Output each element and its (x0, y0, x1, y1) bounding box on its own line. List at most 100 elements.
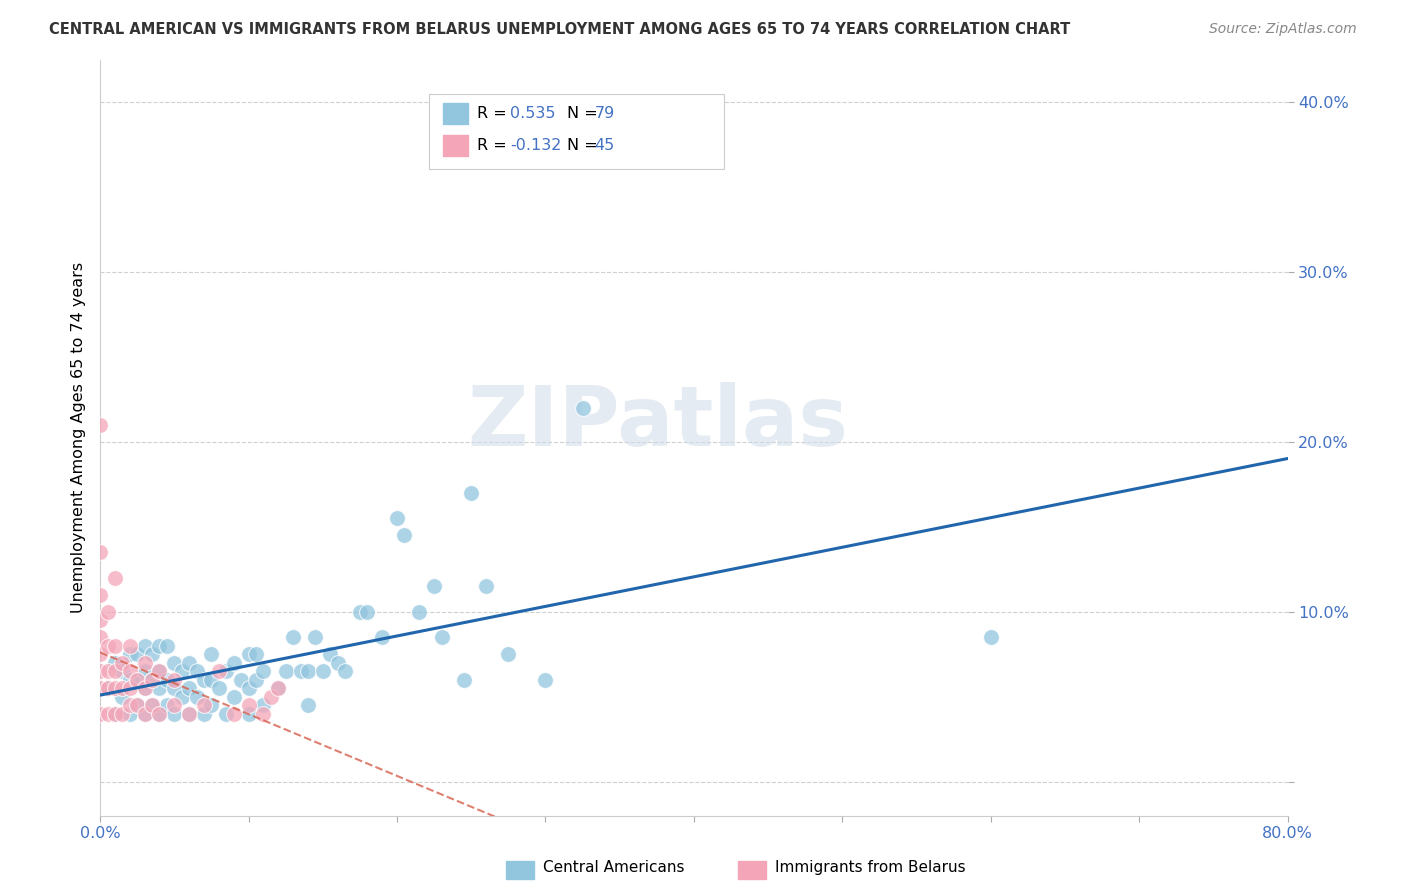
Point (141, 698, 163, 713)
Point (111, 656, 134, 670)
Point (170, 665, 193, 679)
Text: R =: R = (477, 106, 512, 120)
Point (274, 665, 297, 679)
Point (104, 665, 127, 679)
Point (118, 673, 141, 687)
Point (208, 665, 231, 679)
Point (156, 698, 179, 713)
Point (297, 698, 319, 713)
Point (134, 639, 156, 653)
Point (179, 706, 201, 721)
Point (186, 665, 208, 679)
Point (498, 648, 520, 662)
Point (200, 648, 222, 662)
Text: Source: ZipAtlas.com: Source: ZipAtlas.com (1209, 22, 1357, 37)
Point (326, 656, 349, 670)
Point (252, 698, 274, 713)
Point (252, 665, 274, 679)
Point (89, 614, 111, 628)
Point (104, 706, 127, 721)
Point (356, 605, 378, 619)
Point (980, 631, 1002, 645)
Point (104, 706, 127, 721)
Point (96, 681, 118, 696)
Point (148, 639, 170, 653)
Point (134, 665, 156, 679)
Point (186, 690, 208, 704)
Point (111, 681, 134, 696)
Point (163, 673, 186, 687)
Text: 0.535: 0.535 (510, 106, 555, 120)
Point (319, 648, 342, 662)
Point (163, 706, 186, 721)
Point (148, 706, 170, 721)
Point (127, 648, 149, 662)
Point (89, 648, 111, 662)
Point (385, 511, 408, 525)
Text: CENTRAL AMERICAN VS IMMIGRANTS FROM BELARUS UNEMPLOYMENT AMONG AGES 65 TO 74 YEA: CENTRAL AMERICAN VS IMMIGRANTS FROM BELA… (49, 22, 1070, 37)
Point (111, 690, 134, 704)
Point (118, 665, 141, 679)
Text: N =: N = (567, 106, 603, 120)
Point (141, 698, 163, 713)
Text: ZIPatlas: ZIPatlas (468, 382, 849, 463)
Point (96, 605, 118, 619)
Point (215, 706, 238, 721)
Point (534, 673, 557, 687)
Text: Central Americans: Central Americans (543, 860, 685, 874)
Point (163, 681, 186, 696)
Point (571, 401, 593, 415)
Point (134, 681, 156, 696)
Point (163, 656, 186, 670)
Point (141, 673, 163, 687)
Point (134, 656, 156, 670)
Text: R =: R = (477, 138, 512, 153)
Point (267, 681, 290, 696)
Point (104, 681, 127, 696)
Point (371, 631, 394, 645)
Point (118, 639, 141, 653)
Point (408, 605, 430, 619)
Point (312, 665, 335, 679)
Point (148, 665, 170, 679)
Point (127, 673, 149, 687)
Point (475, 579, 498, 593)
Point (89, 681, 111, 696)
Point (141, 673, 163, 687)
Point (104, 639, 127, 653)
Point (245, 673, 267, 687)
Point (349, 605, 371, 619)
Point (89, 588, 111, 602)
Point (127, 673, 149, 687)
Text: Immigrants from Belarus: Immigrants from Belarus (775, 860, 966, 874)
Point (297, 665, 319, 679)
Point (222, 690, 245, 704)
Text: 45: 45 (595, 138, 614, 153)
Point (89, 417, 111, 432)
Point (267, 681, 290, 696)
Point (245, 648, 267, 662)
Point (148, 681, 170, 696)
Point (148, 706, 170, 721)
Point (156, 673, 179, 687)
Point (156, 639, 179, 653)
Point (89, 665, 111, 679)
Point (111, 665, 134, 679)
Point (193, 706, 215, 721)
Point (260, 690, 283, 704)
Point (252, 706, 274, 721)
Point (423, 579, 446, 593)
Point (193, 698, 215, 713)
Point (118, 698, 141, 713)
Point (96, 665, 118, 679)
Point (104, 656, 127, 670)
Point (118, 648, 141, 662)
Point (453, 673, 475, 687)
Point (118, 681, 141, 696)
Point (304, 631, 326, 645)
Point (333, 665, 356, 679)
Point (134, 706, 156, 721)
Point (148, 665, 170, 679)
Point (89, 631, 111, 645)
Y-axis label: Unemployment Among Ages 65 to 74 years: Unemployment Among Ages 65 to 74 years (72, 262, 86, 614)
